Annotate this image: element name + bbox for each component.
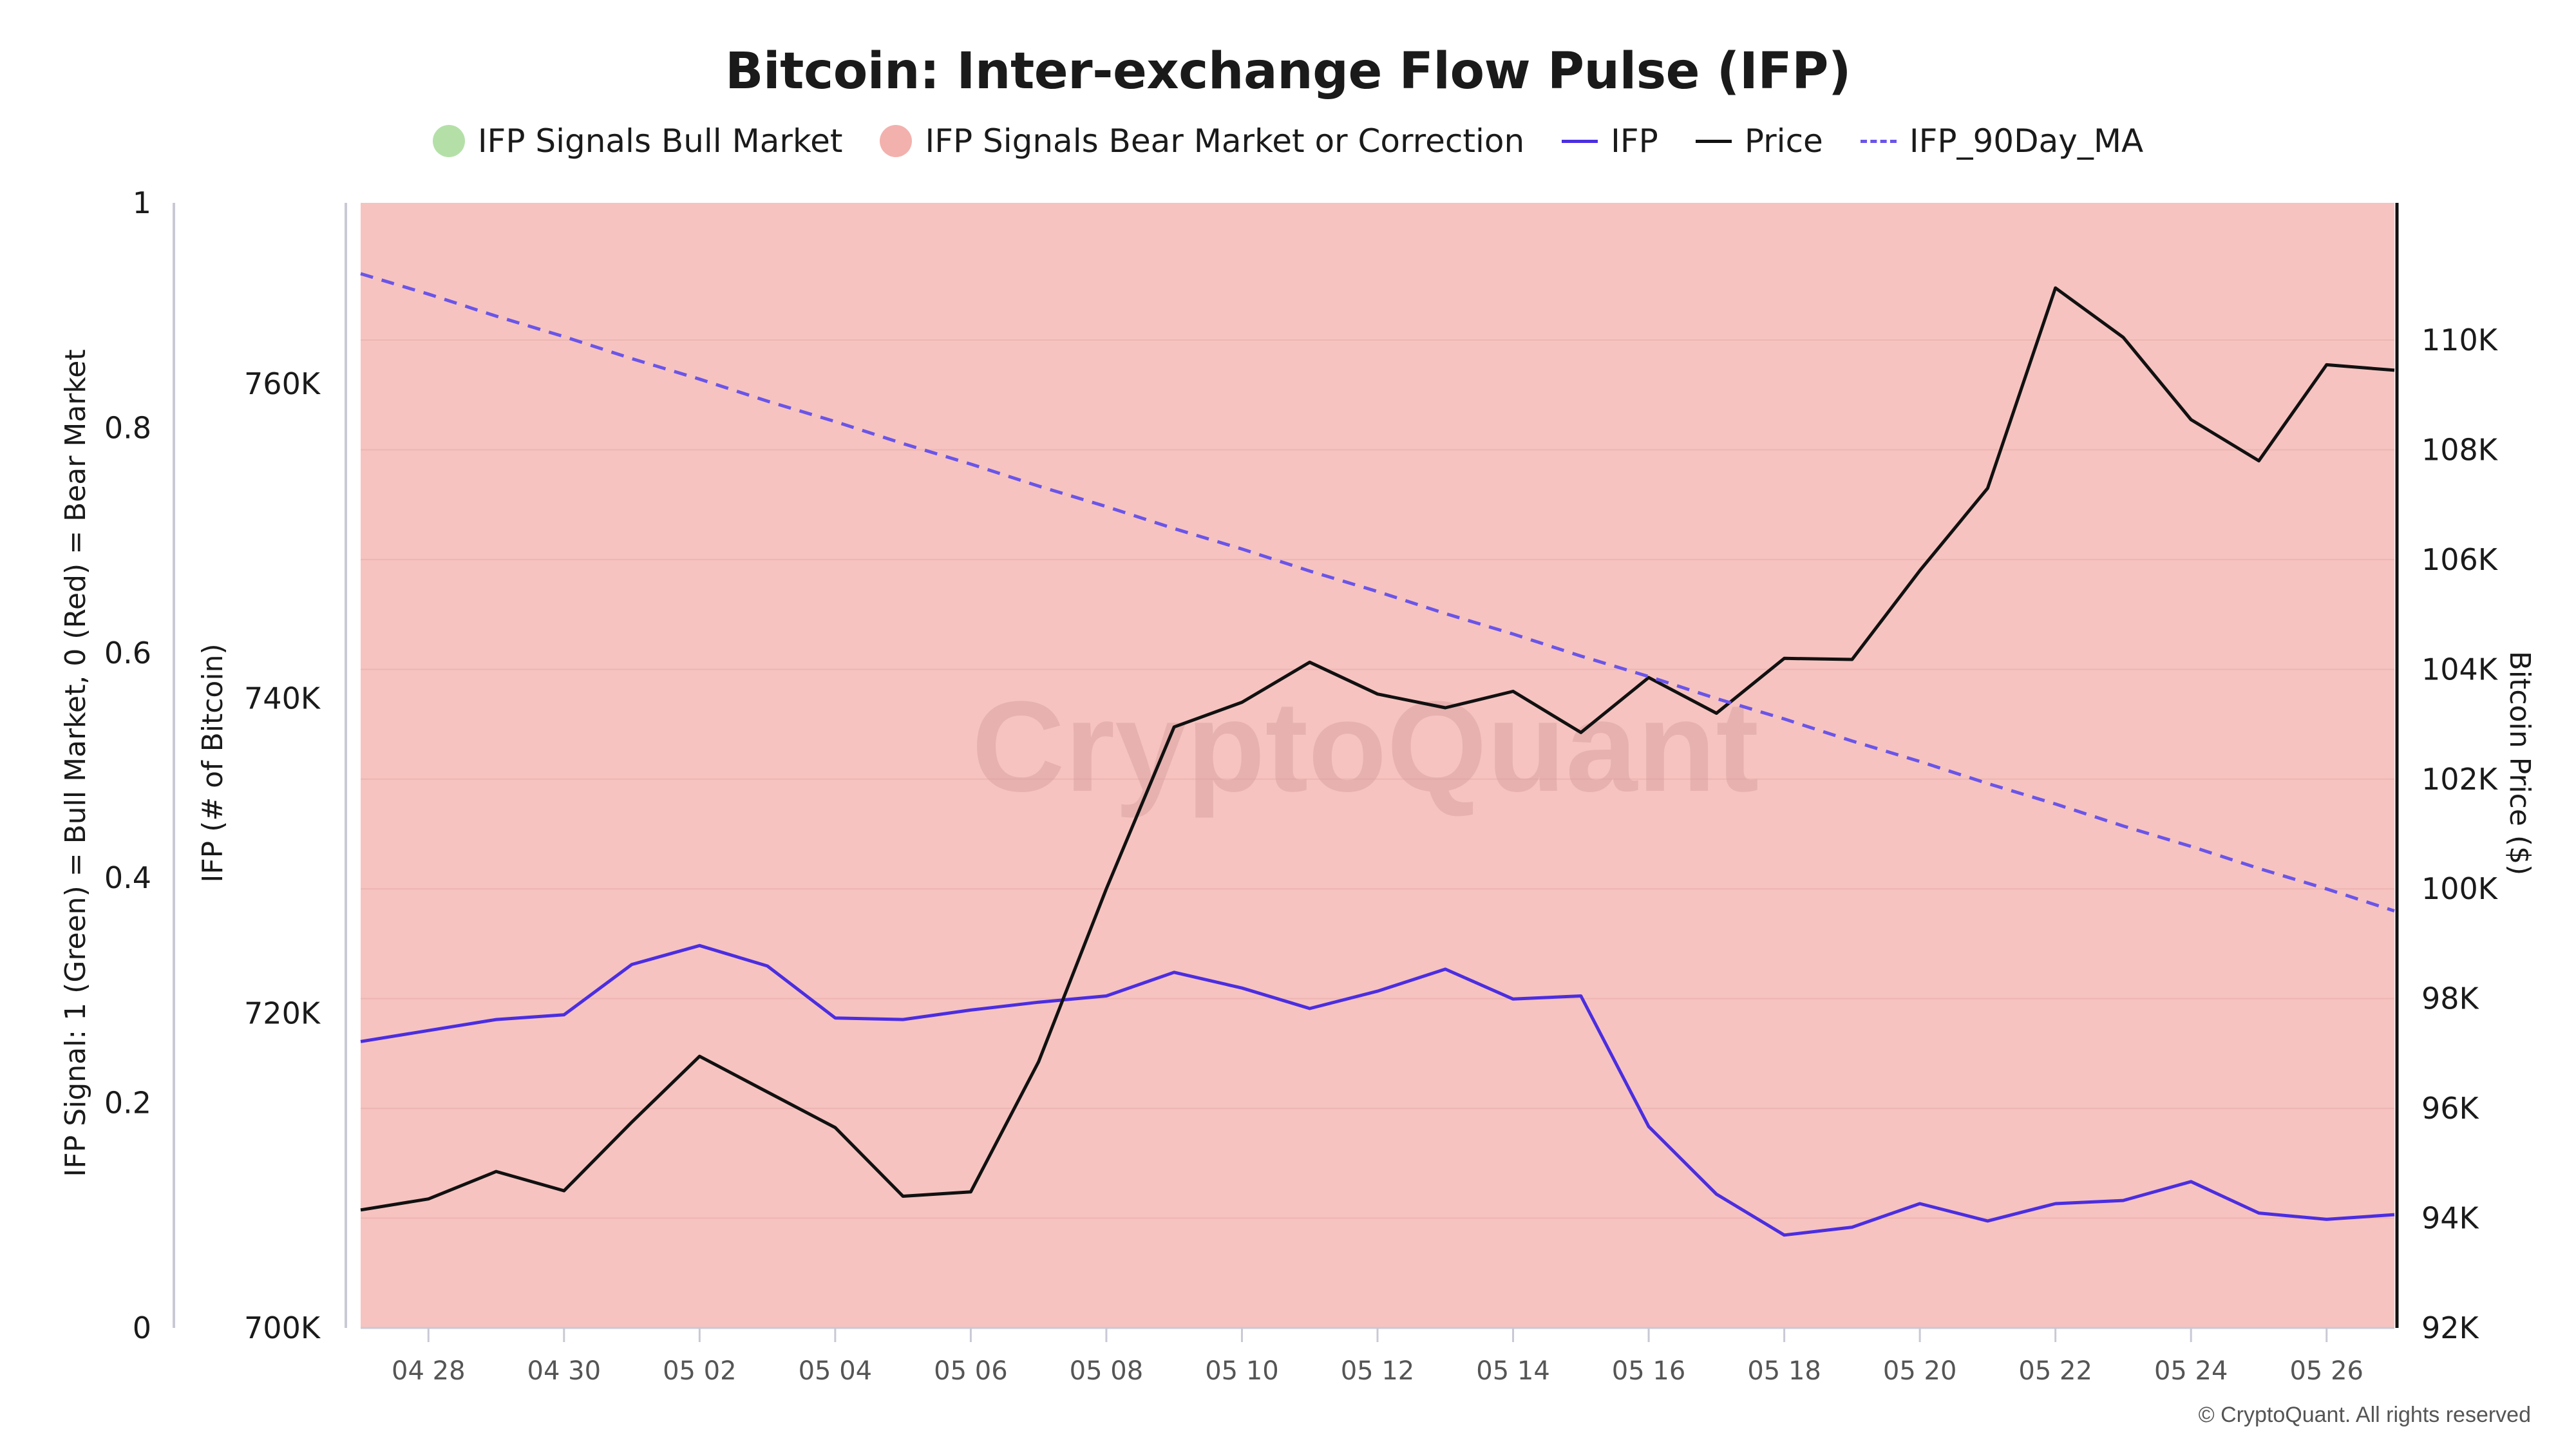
signal-tick-label: 0.4 <box>104 860 151 895</box>
signal-axis-label: IFP Signal: 1 (Green) = Bull Market, 0 (… <box>59 349 92 1177</box>
x-tick-label: 05 24 <box>2154 1356 2228 1386</box>
chart-title: Bitcoin: Inter-exchange Flow Pulse (IFP) <box>724 43 1852 100</box>
signal-tick-label: 0.8 <box>104 410 151 445</box>
x-tick-label: 05 04 <box>799 1356 873 1386</box>
legend: IFP Signals Bull Market IFP Signals Bear… <box>0 122 2576 160</box>
signal-tick-label: 0.2 <box>104 1086 151 1121</box>
x-tick-label: 05 02 <box>663 1356 737 1386</box>
x-tick-label: 05 10 <box>1205 1356 1279 1386</box>
price-tick-label: 104K <box>2421 652 2499 687</box>
ifp-tick-label: 760K <box>244 366 321 401</box>
price-tick-label: 110K <box>2421 323 2499 357</box>
legend-ifp-marker <box>1562 139 1598 143</box>
legend-item-ifp[interactable]: IFP <box>1562 122 1658 160</box>
legend-item-price[interactable]: Price <box>1695 122 1823 160</box>
ifp-tick-label: 740K <box>244 681 321 716</box>
price-axis-label: Bitcoin Price ($) <box>2503 651 2536 876</box>
series-lines <box>360 272 2395 1237</box>
ifp-tick-label: 720K <box>244 996 321 1030</box>
ifp-tick-label: 700K <box>244 1311 321 1345</box>
x-tick-label: 05 18 <box>1747 1356 1821 1386</box>
x-tick-label: 05 26 <box>2289 1356 2363 1386</box>
bear-signal-region <box>361 203 2394 1328</box>
price-tick-label: 102K <box>2421 762 2499 797</box>
legend-bull-marker <box>432 125 465 157</box>
series-price-line[interactable] <box>360 286 2395 1212</box>
x-tick-label: 04 28 <box>392 1356 466 1386</box>
x-tick-label: 05 22 <box>2018 1356 2092 1386</box>
price-tick-label: 100K <box>2421 871 2499 906</box>
series-ifp-line[interactable] <box>360 943 2395 1237</box>
x-tick-label: 05 12 <box>1341 1356 1415 1386</box>
legend-bear-label: IFP Signals Bear Market or Correction <box>925 122 1525 160</box>
legend-price-marker <box>1695 139 1732 143</box>
ifp-axis-label: IFP (# of Bitcoin) <box>196 643 229 882</box>
legend-item-bear[interactable]: IFP Signals Bear Market or Correction <box>880 122 1524 160</box>
signal-tick-label: 1 <box>133 185 151 220</box>
price-tick-label: 94K <box>2421 1201 2480 1236</box>
series-ifp-90day-ma-line[interactable] <box>360 272 2395 913</box>
legend-item-ma[interactable]: IFP_90Day_MA <box>1860 122 2144 160</box>
x-tick-label: 04 30 <box>527 1356 601 1386</box>
legend-price-label: Price <box>1744 122 1823 160</box>
legend-item-bull[interactable]: IFP Signals Bull Market <box>432 122 843 160</box>
tick-labels: 0 0.2 0.4 0.6 0.8 1 700K 720K 740K 760K 92K 94K 96K 9… <box>104 185 2499 1386</box>
legend-bull-label: IFP Signals Bull Market <box>477 122 843 160</box>
x-tick-label: 05 08 <box>1070 1356 1144 1386</box>
price-tick-label: 98K <box>2421 981 2480 1016</box>
legend-ifp-label: IFP <box>1611 122 1658 160</box>
x-tick-label: 05 20 <box>1883 1356 1957 1386</box>
plot-area <box>361 203 2394 1328</box>
watermark: CryptoQuant <box>972 675 1759 819</box>
legend-ma-marker <box>1860 139 1897 143</box>
x-tick-label: 05 14 <box>1476 1356 1550 1386</box>
legend-ma-label: IFP_90Day_MA <box>1909 122 2144 160</box>
price-tick-label: 96K <box>2421 1091 2480 1126</box>
signal-tick-label: 0.6 <box>104 636 151 670</box>
x-tick-label: 05 06 <box>934 1356 1008 1386</box>
price-tick-label: 92K <box>2421 1311 2480 1345</box>
copyright-footer: © CryptoQuant. All rights reserved <box>2198 1403 2531 1427</box>
price-tick-label: 106K <box>2421 542 2499 577</box>
x-tick-label: 05 16 <box>1612 1356 1686 1386</box>
legend-bear-marker <box>880 125 913 157</box>
signal-tick-label: 0 <box>133 1311 151 1345</box>
price-tick-label: 108K <box>2421 432 2499 467</box>
